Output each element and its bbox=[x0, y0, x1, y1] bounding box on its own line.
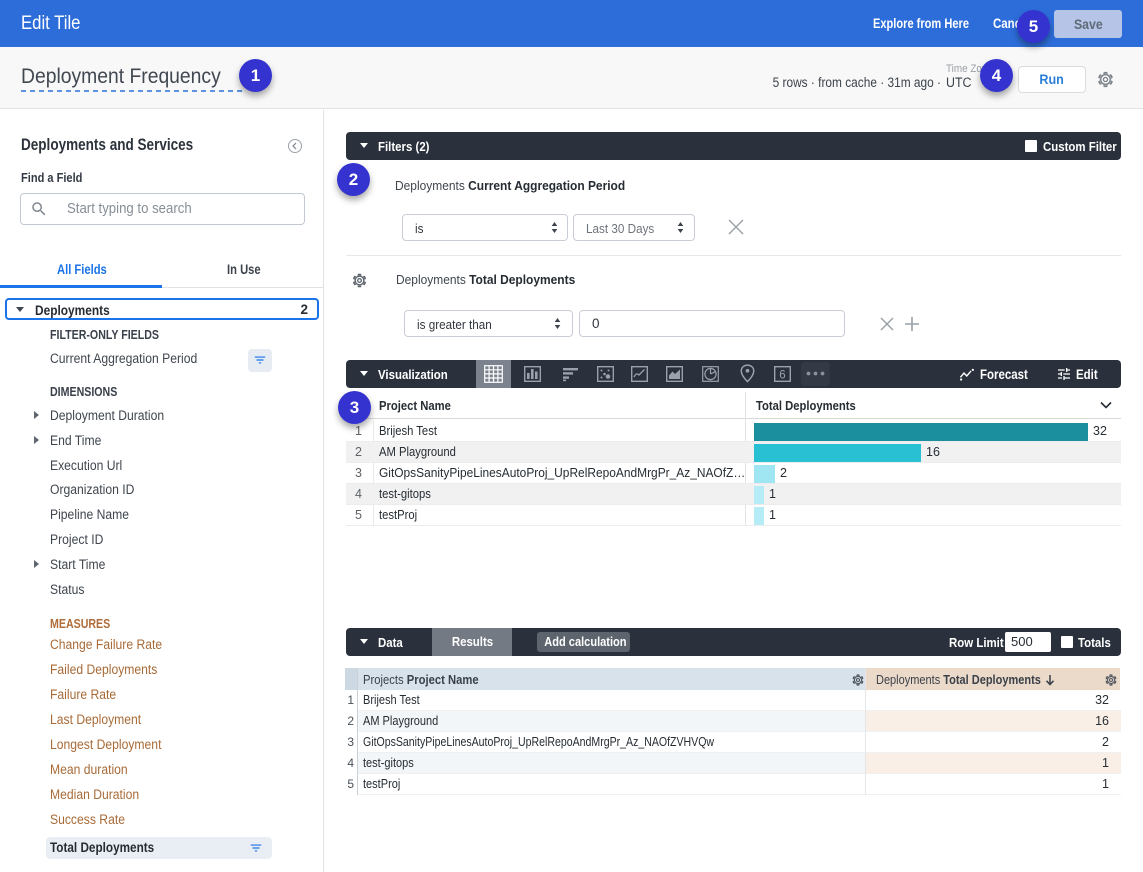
svg-text:6: 6 bbox=[779, 369, 785, 381]
